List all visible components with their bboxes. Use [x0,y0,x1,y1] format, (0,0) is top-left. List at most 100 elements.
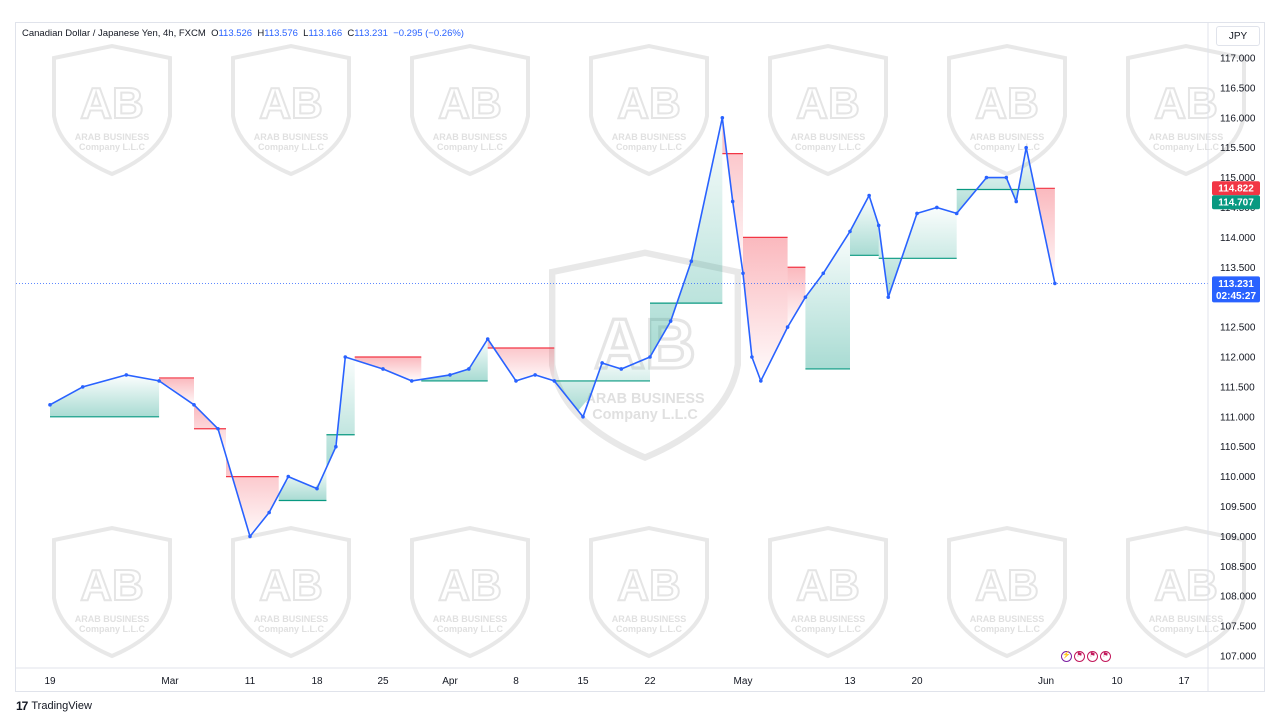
trend-band-fill [878,207,957,298]
x-tick-label: 19 [44,676,56,687]
badge-green [1212,195,1260,210]
high-label: H [257,28,265,39]
shield-outline [947,43,1067,177]
trend-band-fill [194,404,226,456]
shield-outline [768,43,888,177]
flag-icon[interactable]: ⚑ [1100,651,1111,662]
y-tick-label: 113.500 [1220,263,1256,274]
watermark-line2: Company L.L.C [79,142,146,152]
shield-monogram: AB [80,561,144,610]
flag-icon[interactable]: ⚑ [1087,651,1098,662]
watermark-line2: Company L.L.C [1153,142,1220,152]
price-point [267,510,271,515]
watermark-line1: ARAB BUSINESS [75,614,150,624]
shield-monogram: AB [259,79,323,128]
y-tick-label: 114.000 [1220,233,1256,244]
price-point [935,205,939,210]
watermark-line1: ARAB BUSINESS [75,132,150,142]
trend-band-fill [326,357,355,468]
x-tick-label: 10 [1111,676,1123,687]
watermark-line2: Company L.L.C [974,142,1041,152]
shield-outline [410,525,530,659]
lightning-icon[interactable]: ⚡ [1061,651,1072,662]
x-tick-label: Apr [442,676,458,687]
price-point [803,295,808,299]
shield-outline [589,43,709,177]
x-tick-label: 18 [311,676,323,687]
open-value: 113.526 [218,28,253,39]
y-tick-label: 117.000 [1220,53,1256,64]
y-tick-label: 108.000 [1220,592,1257,603]
open-label: O [211,28,219,39]
trend-band-fill [421,339,488,381]
y-tick-label: 110.500 [1220,442,1256,453]
price-point [216,426,220,431]
watermark-line2: Company L.L.C [437,624,504,634]
shield-outline [1126,43,1246,177]
footer-brand[interactable]: 17 TradingView [16,699,92,713]
tradingview-logo-icon: 17 [16,699,28,713]
price-point [315,486,319,491]
price-point [1004,175,1009,180]
price-point [552,379,557,383]
shield-monogram: AB [796,79,860,128]
badge-countdown-label: 02:45:27 [1216,291,1256,302]
y-tick-label: 115.500 [1220,143,1256,154]
watermark-line2: Company L.L.C [592,407,698,423]
price-point [689,259,694,264]
price-point [750,355,754,359]
close-value: 113.231 [354,28,388,39]
watermark-line2: Company L.L.C [616,142,683,152]
x-tick-label: 8 [513,676,519,687]
badge-price [1212,276,1260,303]
trend-band-fill [1036,188,1055,284]
price-point [485,337,490,341]
y-tick-label: 109.500 [1220,502,1257,513]
price-point [886,295,891,299]
shield-monogram: AB [617,79,681,128]
shield-monogram: AB [975,79,1039,128]
price-point [785,325,790,329]
watermark-line1: ARAB BUSINESS [1149,132,1224,142]
price-point [381,367,385,371]
flag-icon[interactable]: ⚑ [1074,651,1085,662]
high-value: 113.576 [264,28,298,39]
shield-outline [231,43,351,177]
y-tick-label: 112.500 [1220,323,1256,334]
shield-outline [768,525,888,659]
y-tick-label: 107.500 [1220,622,1257,633]
currency-button[interactable]: JPY [1216,26,1260,46]
price-point [467,367,471,371]
events-row: ⚡ ⚑ ⚑ ⚑ [1061,651,1111,662]
y-tick-label: 108.500 [1220,562,1257,573]
watermark-line1: ARAB BUSINESS [254,614,329,624]
x-tick-label: May [734,676,753,687]
shield-outline [410,43,530,177]
price-point [124,373,129,377]
watermark-line1: ARAB BUSINESS [791,614,866,624]
price-point [720,115,725,120]
x-tick-label: 20 [911,676,923,687]
badge-green-label: 114.707 [1218,198,1254,209]
trend-band-fill [354,356,422,381]
watermark-line2: Company L.L.C [974,624,1041,634]
y-tick-label: 109.000 [1220,532,1257,543]
watermark-line1: ARAB BUSINESS [612,132,687,142]
price-point [915,211,919,216]
price-point [343,355,348,359]
shield-outline [1126,525,1246,659]
watermark-line2: Company L.L.C [258,624,325,634]
x-tick-label: 11 [245,676,256,687]
price-point [514,379,518,383]
watermark-line1: ARAB BUSINESS [433,614,508,624]
